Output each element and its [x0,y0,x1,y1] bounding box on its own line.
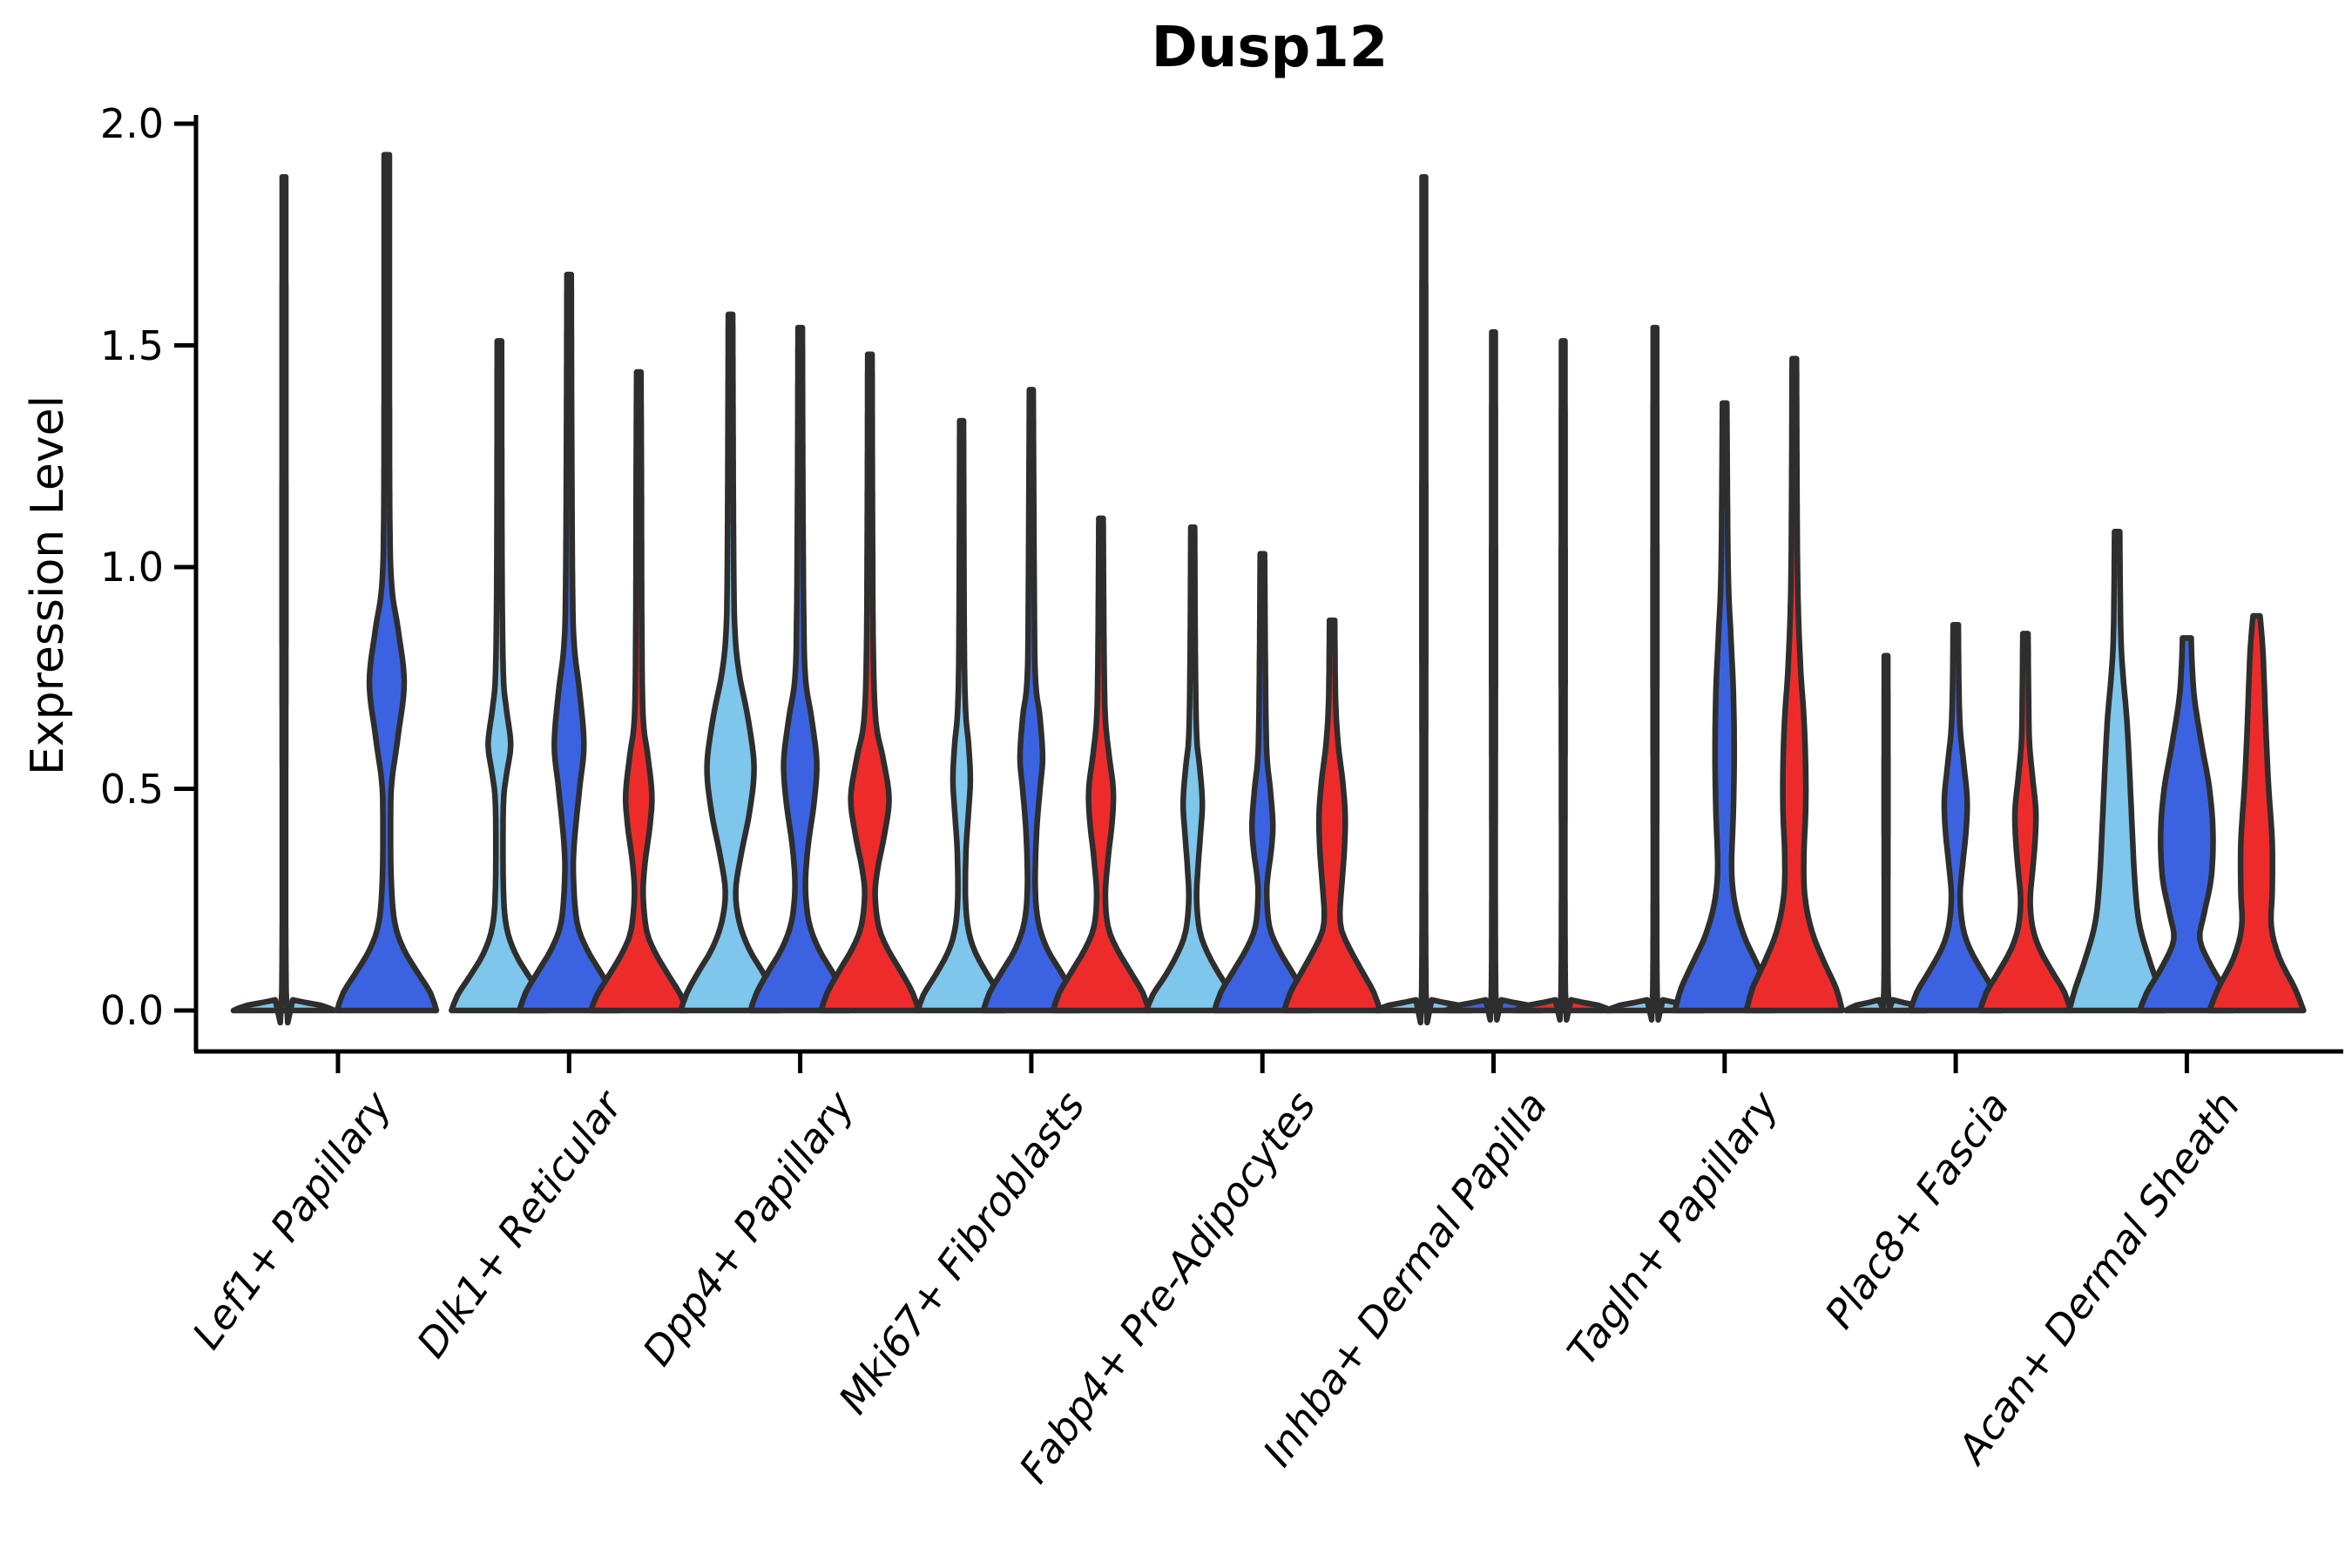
violin-tagln-red [1743,355,1846,1014]
y-tick-label-0.0: 0.0 [99,987,164,1034]
violin-tagln-lightblue [1604,324,1707,1023]
chart-title: Dusp12 [1151,16,1389,80]
violin-dpp4-blue [747,324,853,1014]
violin-tagln-blue [1672,400,1778,1014]
violin-fabp4-blue [1211,551,1314,1014]
violin-plac8-lightblue [1842,652,1930,1014]
y-tick-label-0.5: 0.5 [99,765,164,813]
violin-plac8-blue [1907,621,2004,1014]
violin-dpp4-lightblue [678,311,783,1014]
axes-layer [174,115,2343,1073]
violin-plac8-red [1977,631,2074,1014]
violin-mki67-blue [980,387,1083,1014]
violin-dlk1-red [588,368,690,1014]
violin-lef1-lightblue [230,173,338,1026]
violin-dlk1-lightblue [449,338,551,1014]
y-tick-label-1.5: 1.5 [99,321,164,369]
violin-acan-red [2207,612,2307,1014]
violin-acan-blue [2137,635,2237,1014]
violin-dlk1-blue [517,271,622,1014]
violin-fabp4-lightblue [1143,524,1242,1014]
y-tick-label-1.0: 1.0 [99,544,164,591]
violin-acan-lightblue [2066,529,2168,1014]
violin-lef1-blue [334,152,440,1014]
violin-mki67-lightblue [915,417,1009,1014]
y-tick-label-2.0: 2.0 [99,100,164,147]
violins-layer [230,152,2307,1026]
violin-inhba-red [1512,338,1614,1023]
violin-fabp4-red [1281,617,1383,1014]
violin-inhba-blue [1443,328,1544,1023]
violin-mki67-red [1050,515,1152,1014]
violin-dpp4-red [818,351,922,1014]
violin-inhba-lightblue [1373,173,1475,1026]
